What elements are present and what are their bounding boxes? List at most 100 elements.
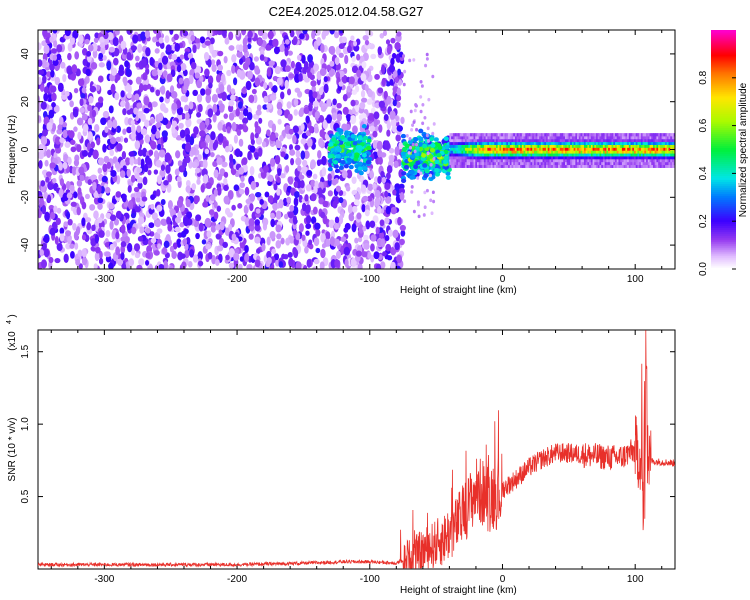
spectrogram-cell (244, 186, 250, 196)
spectrogram-cell (288, 73, 295, 79)
spectrogram-cell (463, 133, 467, 137)
spectrogram-cell (527, 158, 531, 163)
spectrogram-cell (552, 141, 556, 145)
spectrogram-cell (585, 156, 589, 160)
spectrogram-cell (528, 164, 532, 168)
spectrogram-cell (182, 158, 187, 168)
spectrogram-cell (564, 156, 568, 160)
spectrogram-cell (45, 176, 50, 183)
spectrogram-cell (482, 161, 486, 166)
spectrogram-cell (387, 229, 394, 237)
spectrogram-cell (582, 144, 586, 148)
spectrogram-cell (392, 99, 397, 107)
spectrogram-cell (217, 50, 224, 57)
spectrogram-cell (237, 101, 243, 109)
spectrogram-cell (499, 164, 503, 168)
spectrogram-cell (320, 43, 325, 53)
spectrogram-cell (72, 30, 79, 39)
spectrogram-cell (471, 136, 475, 140)
spectrogram-cell (608, 150, 612, 154)
spectrogram-cell (269, 157, 276, 168)
spectrogram-cell (485, 161, 489, 166)
spectrogram-cell (133, 243, 141, 252)
spectrogram-cell (506, 144, 510, 148)
spectrogram-cell (492, 141, 496, 145)
spectrogram-cell (216, 157, 223, 165)
spectrogram-cell (485, 156, 489, 160)
spectrogram-cell (244, 253, 250, 263)
spectrogram-cell (305, 223, 312, 230)
spectrogram-cell (564, 158, 568, 163)
spectrogram-cell (449, 144, 453, 148)
spectrogram-cell (604, 138, 608, 143)
spectrogram-cell (59, 227, 65, 235)
spectrogram-cell (151, 212, 158, 220)
spectrogram-cell (561, 136, 565, 140)
spectrogram-cell (539, 133, 543, 137)
spectrogram-cell (596, 147, 600, 151)
spectrogram-cell (533, 164, 537, 168)
spectrogram-cell (223, 178, 228, 186)
spectrogram-cell (578, 141, 582, 145)
spectrogram-cell (204, 40, 211, 46)
spectrogram-cell (487, 147, 491, 151)
spectrogram-cell (284, 39, 290, 45)
spectrogram-cell (322, 119, 329, 130)
spectrogram-cell (237, 202, 243, 209)
spectrogram-cell (559, 136, 563, 140)
spectrogram-cell (606, 161, 610, 166)
spectrogram-cell (513, 138, 517, 143)
spectrogram-cell (122, 108, 127, 116)
spectrogram-cell (348, 76, 355, 85)
spectrogram-cell (272, 75, 278, 82)
spectrogram-cell (551, 147, 555, 151)
spectrogram-cell (96, 137, 101, 146)
spectrogram-cell (115, 191, 122, 198)
spectrogram-cell (468, 144, 472, 148)
spectrogram-cell (594, 150, 598, 154)
spectrogram-cell (520, 153, 524, 157)
spectrogram-cell (276, 101, 283, 111)
spectrogram-cell (312, 91, 318, 99)
spectrogram-cell (508, 158, 512, 163)
spectrogram-cell (84, 217, 92, 223)
spectrogram-cell (451, 150, 455, 154)
spectrogram-cell (556, 153, 560, 157)
spectrogram-cell (606, 147, 610, 151)
spectrogram-cell (558, 147, 562, 151)
spectrogram-cell (580, 158, 584, 163)
spectrogram-cell (597, 147, 601, 151)
spectrogram-cell (87, 117, 93, 126)
spectrogram-cell (367, 89, 373, 98)
spectrogram-cell (540, 156, 544, 160)
spectrogram-cell (564, 161, 568, 166)
spectrogram-cell (323, 76, 328, 83)
spectrogram-cell (52, 177, 57, 184)
spectrogram-cell (508, 133, 512, 137)
spectrogram-cell (549, 158, 553, 163)
spectrogram-cell (126, 51, 132, 61)
spectrogram-cell (134, 252, 141, 259)
spectrogram-cell (365, 220, 371, 230)
spectrogram-cell (502, 138, 506, 143)
spectrogram-cell (528, 138, 532, 143)
spectrogram-cell (454, 153, 458, 157)
spectrogram-cell (241, 30, 246, 36)
spectrogram-cell (295, 157, 302, 166)
spectrogram-cell (253, 151, 259, 159)
spectrogram-cell (102, 110, 110, 119)
spectrogram-cell (185, 133, 191, 143)
spectrogram-cell (217, 121, 223, 131)
spectrogram-cell (583, 150, 587, 154)
spectrogram-cell (475, 136, 479, 140)
spectrogram-cell (366, 138, 372, 144)
spectrogram-cell (189, 249, 195, 258)
spectrogram-cell (561, 150, 565, 154)
spectrogram-cell (473, 144, 477, 148)
spectrogram-cell (601, 156, 605, 160)
spectrogram-cell (249, 193, 256, 202)
spectrogram-cell (604, 133, 608, 137)
spectrogram-cell (292, 125, 299, 134)
spectrogram-cell (535, 156, 539, 160)
spectrogram-cell (197, 260, 204, 267)
